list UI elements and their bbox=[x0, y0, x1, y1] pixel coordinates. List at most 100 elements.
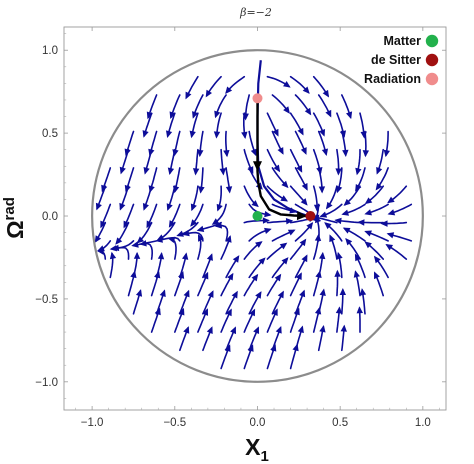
legend-label-matter: Matter bbox=[383, 34, 421, 48]
stream-arrowhead bbox=[355, 167, 362, 176]
stream-arrowhead bbox=[206, 253, 213, 261]
stream-arrowhead bbox=[255, 291, 262, 299]
stream-arrowhead bbox=[325, 201, 333, 210]
stream-arrowhead bbox=[280, 195, 289, 202]
boundary-circle bbox=[91, 49, 424, 383]
stream-arrowhead bbox=[374, 271, 380, 280]
stream-arrowhead bbox=[357, 219, 365, 226]
x-tick-label: 0.0 bbox=[249, 417, 265, 429]
stream-arrowhead bbox=[223, 149, 230, 158]
stream-arrowhead bbox=[205, 89, 213, 98]
stream-arrowhead bbox=[297, 127, 304, 136]
stream-arrowhead bbox=[146, 111, 153, 120]
stream-arrowhead bbox=[285, 218, 294, 225]
stream-lines bbox=[94, 75, 413, 370]
stream-arrowhead bbox=[375, 182, 383, 191]
stream-arrowhead bbox=[380, 220, 388, 227]
stream-arrowhead bbox=[329, 234, 336, 243]
stream-arrowhead bbox=[242, 113, 249, 121]
stream-arrowhead bbox=[253, 326, 260, 335]
stream-arrowhead bbox=[281, 180, 289, 189]
stream-arrowhead bbox=[123, 220, 130, 229]
radiation-point bbox=[252, 93, 263, 104]
stream-arrowhead bbox=[345, 238, 353, 246]
stream-arrowhead bbox=[232, 255, 240, 263]
stream-arrowhead bbox=[190, 203, 197, 212]
stream-arrowhead bbox=[304, 107, 312, 116]
x-tick-label: −1.0 bbox=[81, 417, 104, 429]
stream-arrowhead bbox=[296, 165, 303, 173]
stream-arrowhead bbox=[272, 128, 279, 137]
stream-arrowhead bbox=[341, 209, 349, 216]
stream-arrowhead bbox=[316, 167, 323, 175]
stream-arrowhead bbox=[183, 326, 190, 334]
stream-arrowhead bbox=[355, 184, 362, 192]
stream-arrowhead bbox=[247, 166, 254, 174]
stream-arrowhead bbox=[335, 168, 342, 176]
stream-arrowhead bbox=[216, 203, 223, 212]
legend-marker-radiation bbox=[425, 72, 439, 86]
stream-arrowhead bbox=[387, 209, 396, 216]
stream-arrowhead bbox=[219, 168, 226, 176]
stream-arrowhead bbox=[364, 197, 373, 205]
stream-arrowhead bbox=[168, 220, 176, 228]
y-tick-label: 0.0 bbox=[42, 211, 58, 223]
stream-arrowhead bbox=[319, 324, 326, 333]
stream-arrowhead bbox=[225, 186, 233, 194]
stream-arrowhead bbox=[231, 290, 238, 299]
y-axis-label-main: Ω bbox=[2, 220, 28, 238]
stream-arrowhead bbox=[230, 326, 237, 335]
stream-arrowhead bbox=[136, 236, 145, 244]
y-tick-label: −1.0 bbox=[35, 377, 58, 389]
stream-arrowhead bbox=[241, 131, 248, 139]
stream-arrowhead bbox=[356, 306, 363, 314]
stream-arrowhead bbox=[225, 235, 232, 243]
stream-arrowhead bbox=[340, 324, 347, 332]
stream-arrowhead bbox=[167, 167, 175, 176]
stream-arrowhead bbox=[157, 252, 165, 260]
stream-arrowhead bbox=[271, 308, 278, 317]
x-tick-label: 0.5 bbox=[332, 417, 348, 429]
stream-arrowhead bbox=[277, 290, 284, 299]
stream-arrowhead bbox=[182, 252, 189, 260]
stream-arrowhead bbox=[189, 130, 196, 139]
y-axis-label: Ωrad bbox=[1, 197, 28, 239]
stream-arrowhead bbox=[142, 203, 149, 211]
stream-arrowhead bbox=[148, 185, 155, 193]
x-axis-label: X1 bbox=[245, 434, 269, 464]
stream-arrowhead bbox=[124, 148, 131, 157]
stream-arrowhead bbox=[319, 211, 328, 218]
stream-arrowhead bbox=[313, 204, 321, 212]
x-axis-label-subscript: 1 bbox=[261, 448, 269, 464]
stream-arrowhead bbox=[225, 308, 232, 317]
stream-arrowhead bbox=[213, 131, 221, 139]
stream-arrowhead bbox=[360, 131, 367, 139]
y-tick-label: −0.5 bbox=[35, 294, 58, 306]
stream-arrowhead bbox=[336, 185, 343, 194]
stream-arrowhead bbox=[135, 289, 143, 297]
stream-arrowhead bbox=[192, 168, 200, 176]
stream-arrowhead bbox=[283, 106, 290, 114]
stream-arrowhead bbox=[334, 217, 342, 225]
stream-arrowhead bbox=[277, 147, 284, 155]
stream-arrowhead bbox=[336, 251, 343, 260]
stream-arrowhead bbox=[183, 289, 190, 298]
stream-arrowhead bbox=[279, 242, 288, 250]
stream-arrowhead bbox=[385, 244, 394, 251]
stream-arrowhead bbox=[346, 111, 353, 120]
boundary-layer bbox=[91, 49, 424, 383]
stream-arrowhead bbox=[206, 326, 213, 334]
stream-arrowhead bbox=[251, 200, 259, 208]
stream-arrowhead bbox=[227, 272, 234, 281]
stream-arrowhead bbox=[95, 202, 102, 211]
matter-point bbox=[252, 211, 263, 222]
stream-arrowhead bbox=[318, 186, 326, 194]
stream-arrowhead bbox=[387, 196, 395, 204]
stream-arrowhead bbox=[159, 289, 166, 298]
stream-arrowhead bbox=[202, 271, 209, 280]
stream-arrowhead bbox=[325, 109, 332, 118]
stream-arrowhead bbox=[319, 251, 326, 260]
stream-arrowhead bbox=[101, 184, 108, 193]
stream-arrowhead bbox=[192, 111, 199, 119]
stream-arrowhead bbox=[109, 251, 117, 260]
